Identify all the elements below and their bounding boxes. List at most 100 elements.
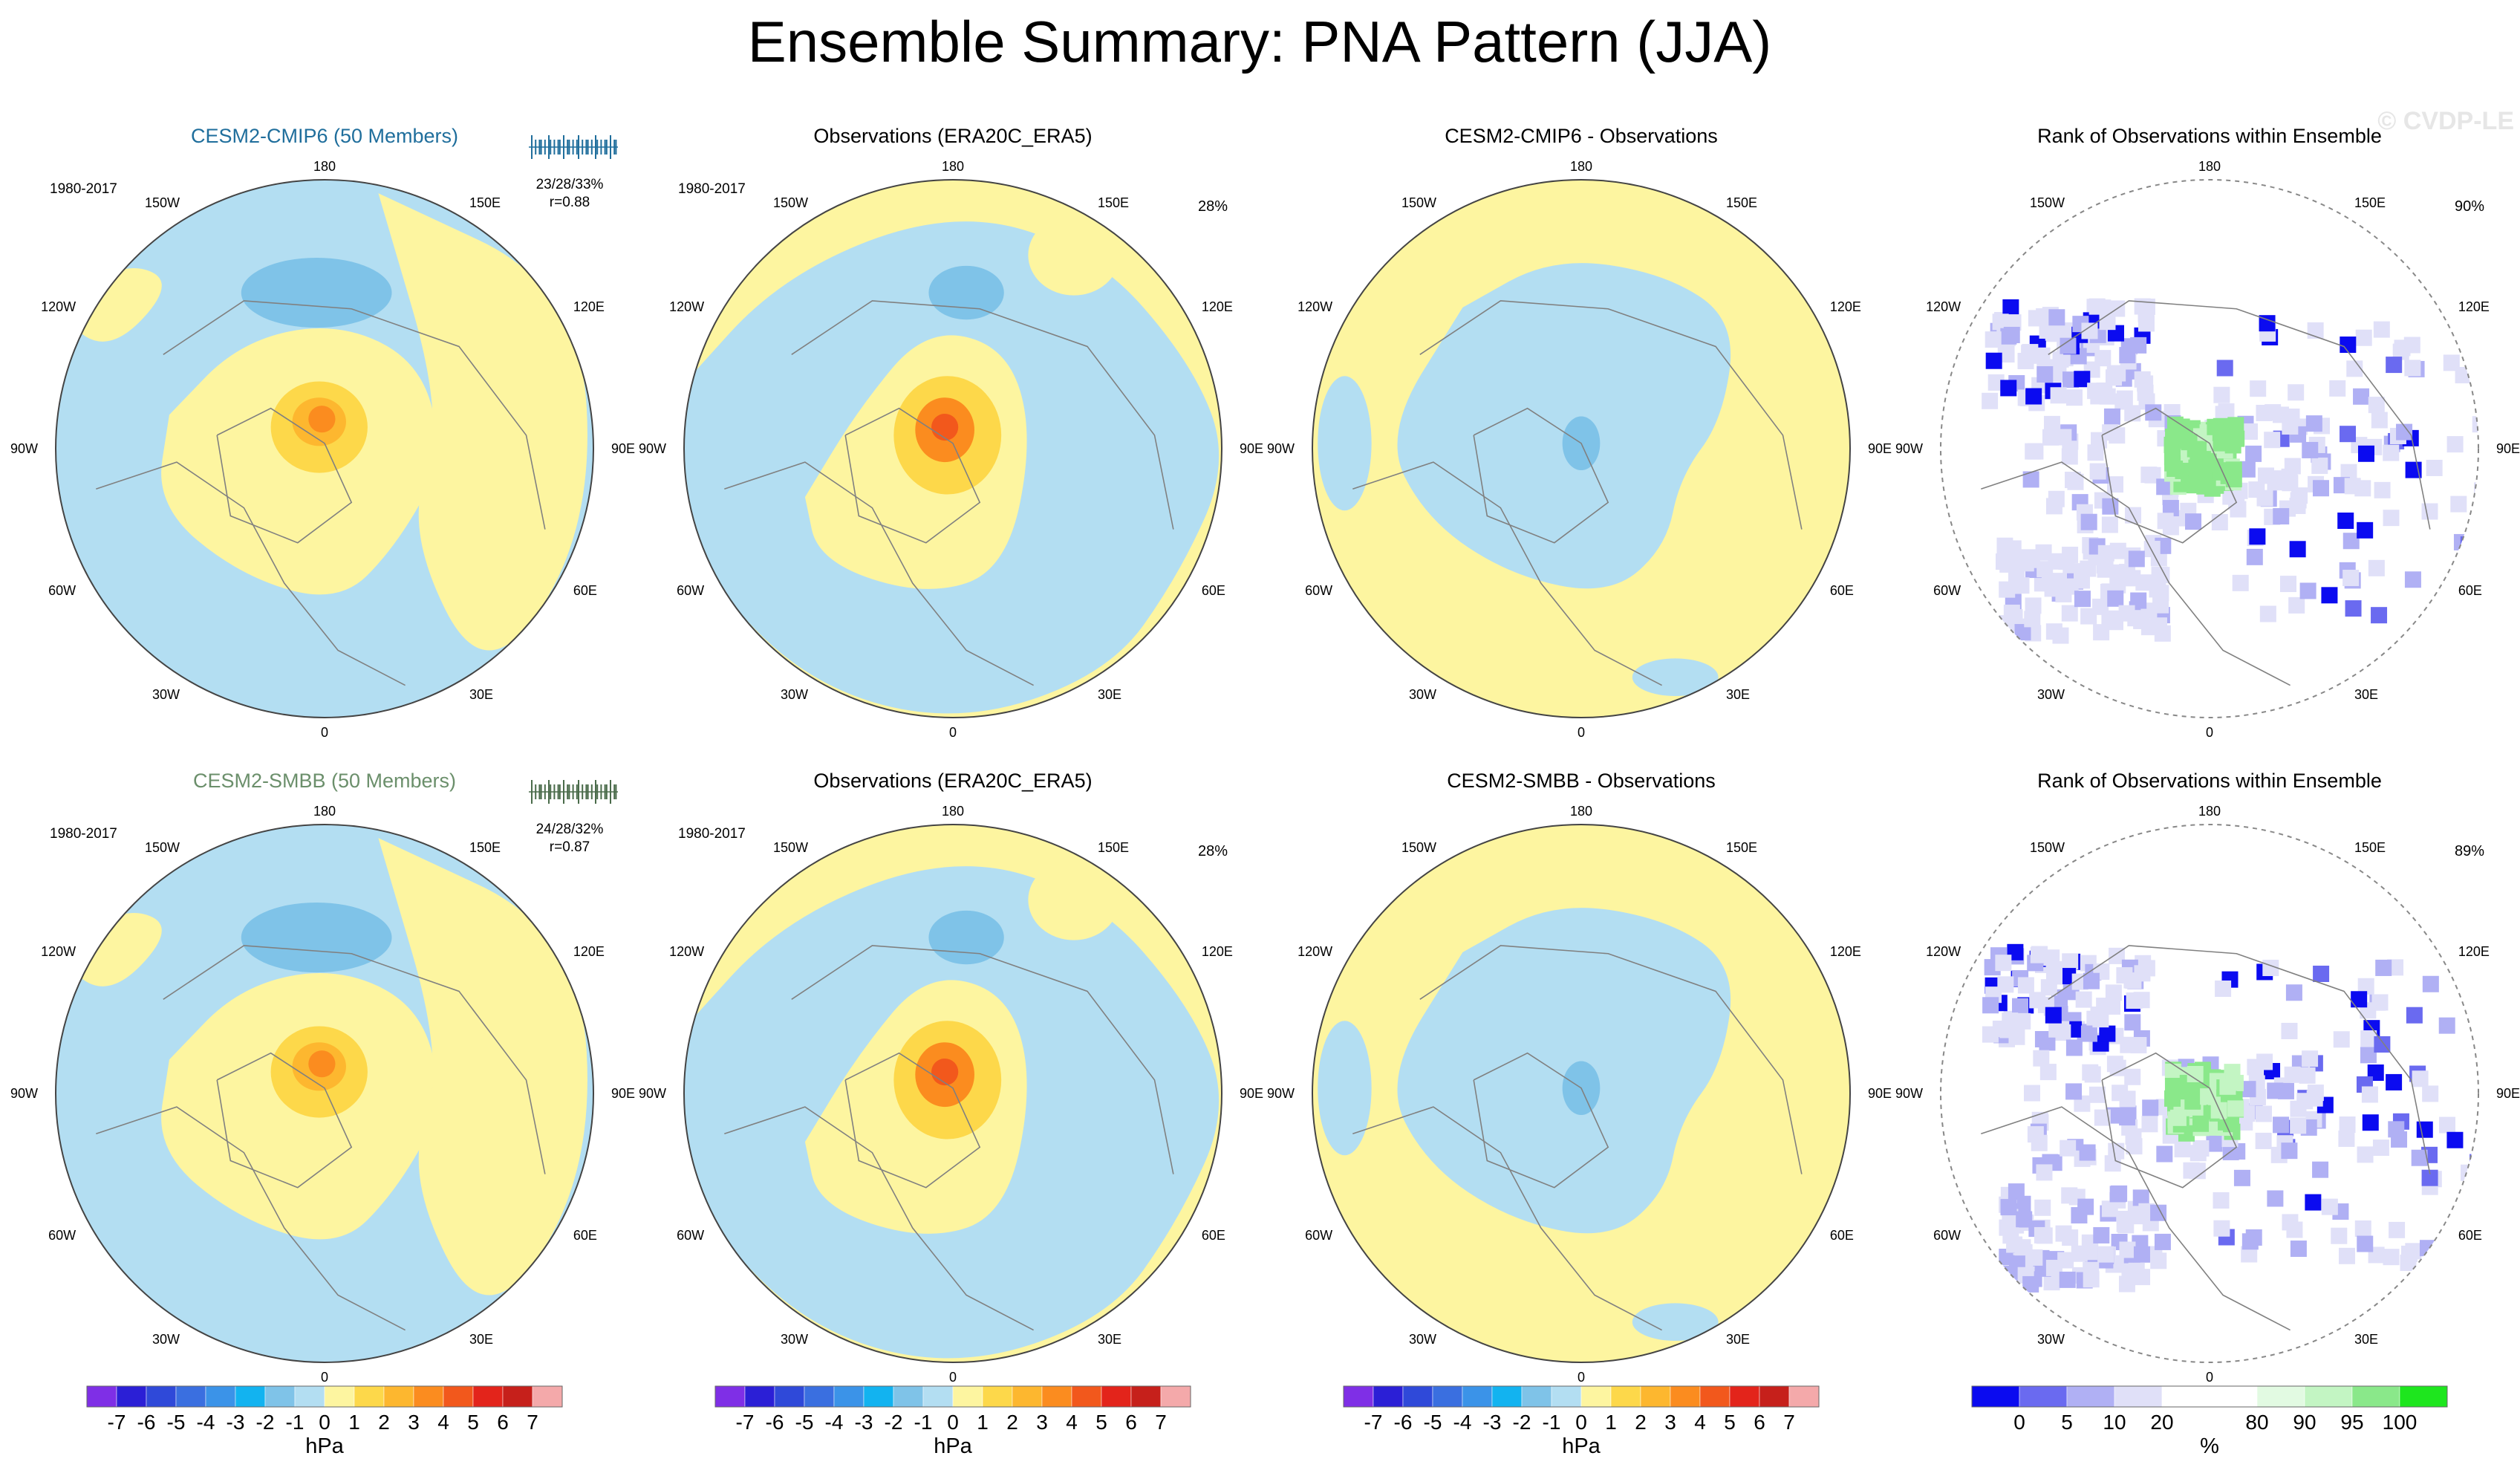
lon-label: 150E	[1098, 840, 1129, 855]
rank-cell	[2080, 1025, 2097, 1042]
rank-cell	[2083, 972, 2100, 989]
rank-cell	[2200, 1088, 2217, 1105]
rank-cell	[2290, 492, 2307, 509]
lon-label: 30W	[781, 1332, 808, 1347]
rank-cell	[2025, 388, 2042, 405]
map-field	[684, 180, 1222, 718]
rank-cell	[2340, 464, 2357, 481]
rank-cell	[2333, 1031, 2350, 1048]
coastline	[1419, 300, 1803, 530]
rank-cell	[2094, 350, 2112, 367]
colorbar-label: -3	[1483, 1411, 1502, 1434]
coastline	[216, 1052, 353, 1189]
rank-cell	[2469, 1154, 2478, 1171]
colorbar-swatch	[2399, 1385, 2448, 1408]
rank-cell	[2080, 560, 2097, 577]
lon-label: 150E	[1726, 195, 1757, 210]
rank-cell	[2386, 1073, 2403, 1090]
rank-cell	[2002, 1227, 2019, 1244]
rank-cell	[2174, 1141, 2191, 1158]
rank-cell	[2329, 380, 2346, 397]
colorbar-label: 7	[1783, 1411, 1795, 1434]
rank-cell	[2081, 322, 2098, 339]
lon-label: 60E	[573, 583, 597, 598]
rank-cell	[2132, 1189, 2149, 1206]
lon-label: 90W	[10, 441, 38, 456]
panel-title: Observations (ERA20C_ERA5)	[813, 770, 1092, 792]
colorbar-swatch	[774, 1385, 805, 1408]
colorbar-frame	[714, 1385, 1191, 1408]
colorbar-label: 20	[2150, 1411, 2173, 1434]
panel-title: Rank of Observations within Ensemble	[2037, 125, 2382, 147]
colorbar-swatch	[1160, 1385, 1191, 1408]
colorbar-label: 1	[348, 1411, 360, 1434]
rank-cell	[2421, 503, 2438, 520]
colorbar-label: 3	[1664, 1411, 1676, 1434]
rank-cell	[2305, 415, 2322, 432]
rank-cell	[2014, 1012, 2031, 1030]
rank-cell	[2099, 1025, 2116, 1042]
panel-title: Observations (ERA20C_ERA5)	[813, 125, 1092, 147]
rank-cell	[2273, 508, 2290, 525]
colorbar-swatch	[1788, 1385, 1820, 1408]
rank-cell	[2024, 611, 2041, 628]
lon-label: 30W	[2037, 687, 2065, 702]
lon-label: 60W	[677, 1228, 704, 1243]
colorbar-swatch	[2066, 1385, 2115, 1408]
coastline	[2101, 1052, 2238, 1189]
colorbar-label: 10	[2103, 1411, 2126, 1434]
lon-label: 60W	[1933, 583, 1961, 598]
panel-title: CESM2-CMIP6 - Observations	[1445, 125, 1718, 147]
positive-center	[308, 406, 336, 433]
rank-cell	[2156, 478, 2173, 495]
colorbar-label: 2	[1635, 1411, 1647, 1434]
rank-cell	[2354, 1220, 2371, 1238]
rank-cell	[2044, 580, 2061, 597]
rank-cell	[2493, 466, 2510, 483]
rank-cell	[2135, 574, 2152, 591]
rank-cell	[2311, 458, 2328, 475]
lon-label: 90E	[1240, 1086, 1263, 1101]
rank-cell	[2016, 1211, 2033, 1228]
lon-label: 150E	[2354, 195, 2386, 210]
colorbar-frame	[86, 1385, 563, 1408]
rank-cell	[2149, 581, 2166, 598]
colorbar-swatch	[2019, 1385, 2068, 1408]
lon-label: 120E	[1830, 944, 1861, 959]
rank-cell	[2166, 416, 2184, 433]
panel-title: Rank of Observations within Ensemble	[2037, 770, 2382, 792]
lon-label: 90W	[1895, 1086, 1923, 1101]
rank-cell	[2383, 510, 2400, 527]
rank-cell	[1999, 581, 2016, 598]
lon-label: 120W	[1298, 944, 1332, 959]
lon-label: 30W	[152, 687, 180, 702]
rank-cell	[2290, 1100, 2307, 1117]
rank-cell	[2088, 298, 2106, 315]
rank-cell	[2036, 1164, 2053, 1181]
rank-cell	[2001, 1265, 2018, 1282]
colorbar-label: -6	[137, 1411, 156, 1434]
rank-cell	[2404, 571, 2421, 588]
map-field	[1312, 180, 1850, 718]
rank-cell	[2321, 587, 2338, 604]
rank-cell	[2340, 337, 2357, 354]
rank-cell	[2130, 1037, 2147, 1054]
map-panel-model: 180 0 150W 120W 90W 60W 30W 150E 120E 90E 60E 30E CE…	[10, 125, 635, 740]
lon-label: 0	[1578, 1370, 1585, 1385]
rank-cell	[2312, 1161, 2329, 1178]
rank-cell	[2106, 1056, 2123, 1073]
rank-cell	[2245, 445, 2262, 462]
rank-cell	[1997, 976, 2014, 993]
map-panel-model: 180 0 150W 120W 90W 60W 30W 150E 120E 90E 60E 30E CE…	[10, 770, 635, 1385]
rank-cell	[2371, 994, 2389, 1011]
lon-label: 150W	[773, 840, 808, 855]
rank-cell	[2290, 1117, 2307, 1134]
map-border	[683, 179, 1222, 718]
colorbar-label: -4	[825, 1411, 844, 1434]
colorbar-label: 100	[2383, 1411, 2418, 1434]
coastline	[844, 407, 981, 544]
lon-label: 0	[949, 1370, 957, 1385]
lon-label: 90E	[1868, 1086, 1892, 1101]
lon-label: 180	[1570, 159, 1592, 174]
